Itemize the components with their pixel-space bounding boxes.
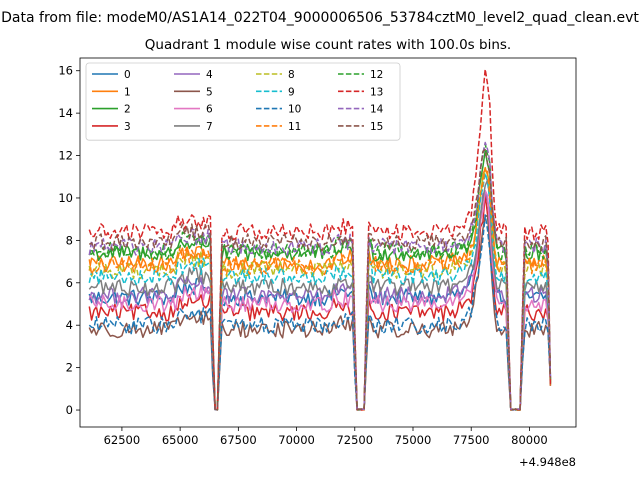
y-tick-label-6: 12 (58, 149, 73, 163)
legend-label-5: 5 (206, 86, 213, 98)
x-axis-offset-text: +4.948e8 (519, 455, 576, 469)
legend-label-6: 6 (206, 104, 213, 116)
x-tick-label-3: 70000 (278, 433, 315, 447)
series-line-13 (88, 68, 552, 411)
series-line-11 (88, 166, 552, 411)
y-tick-label-1: 2 (66, 361, 73, 375)
x-tick-label-7: 80000 (511, 433, 548, 447)
series-layer (88, 68, 552, 411)
series-line-10 (88, 214, 552, 411)
y-tick-label-4: 8 (66, 233, 73, 247)
legend-label-9: 9 (288, 86, 295, 98)
y-tick-label-8: 16 (58, 64, 73, 78)
legend-label-0: 0 (124, 69, 131, 81)
y-tick-label-2: 4 (66, 318, 73, 332)
legend-label-13: 13 (370, 86, 383, 98)
x-tick-label-5: 75000 (395, 433, 432, 447)
series-line-8 (88, 171, 552, 411)
series-line-5 (88, 214, 552, 411)
figure-suptitle: Data from file: modeM0/AS1A14_022T04_900… (1, 10, 639, 26)
y-tick-label-7: 14 (58, 106, 73, 120)
legend-label-14: 14 (370, 104, 384, 116)
legend-label-11: 11 (288, 121, 301, 133)
x-tick-label-2: 67500 (220, 433, 257, 447)
series-line-6 (88, 189, 552, 411)
x-axis: 62500 65000 67500 70000 72500 75000 77500 80000 (104, 427, 548, 447)
series-line-9 (88, 172, 552, 411)
series-line-7 (88, 179, 552, 411)
x-tick-label-4: 72500 (336, 433, 373, 447)
legend-box (85, 62, 401, 141)
series-line-15 (88, 148, 552, 411)
x-tick-label-0: 62500 (104, 433, 141, 447)
chart-title: Quadrant 1 module wise count rates with … (145, 37, 511, 53)
legend-label-4: 4 (206, 69, 213, 81)
x-tick-label-1: 65000 (162, 433, 199, 447)
y-tick-label-0: 0 (66, 403, 73, 417)
y-tick-label-3: 6 (66, 276, 73, 290)
legend-label-15: 15 (370, 121, 383, 133)
plot-area-frame (79, 57, 577, 428)
legend-label-10: 10 (288, 104, 301, 116)
legend-label-2: 2 (124, 104, 131, 116)
series-line-14 (88, 141, 552, 411)
x-tick-label-6: 77500 (453, 433, 490, 447)
legend-label-1: 1 (124, 86, 131, 98)
y-axis: 0 2 4 6 8 10 12 14 16 (58, 64, 80, 417)
legend-label-8: 8 (288, 69, 295, 81)
y-tick-label-5: 10 (58, 191, 73, 205)
legend-label-12: 12 (370, 69, 383, 81)
legend-label-7: 7 (206, 121, 213, 133)
legend-label-3: 3 (124, 121, 131, 133)
series-line-3 (88, 194, 552, 411)
